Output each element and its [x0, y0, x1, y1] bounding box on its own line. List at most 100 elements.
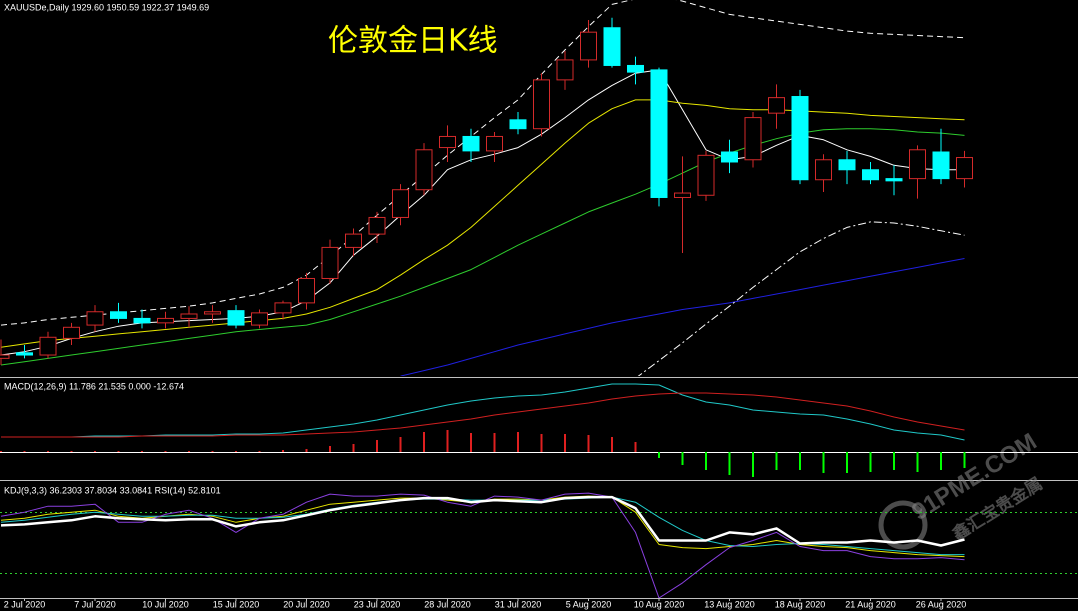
candle-body [603, 27, 621, 66]
histogram-bar [611, 437, 613, 452]
histogram-bar [775, 452, 778, 470]
price-panel [0, 0, 973, 376]
histogram-bar [141, 451, 143, 452]
candle-body [16, 352, 33, 356]
candle-body [768, 97, 785, 114]
series-line [1, 392, 965, 438]
candle-body [298, 277, 315, 304]
x-tick-label: 15 Jul 2020 [213, 599, 260, 609]
candle-body [674, 192, 691, 198]
candle-body [415, 149, 433, 191]
x-tick-label: 5 Aug 2020 [566, 599, 612, 609]
histogram-bar [493, 433, 496, 452]
candle-body [251, 312, 268, 326]
candle-body [63, 326, 80, 339]
candle-body [744, 117, 762, 161]
histogram-bar [423, 432, 425, 452]
candle-body [956, 157, 973, 180]
histogram-bar [0, 451, 2, 452]
histogram-bar [869, 452, 872, 472]
histogram-bar [70, 451, 73, 452]
candle-body [86, 311, 104, 326]
histogram-bar [47, 451, 49, 452]
x-tick-label: 28 Jul 2020 [424, 599, 471, 609]
histogram-bar [681, 452, 684, 465]
candle-body [157, 317, 174, 324]
histogram-bar [846, 452, 848, 473]
histogram-bar [728, 452, 731, 475]
x-tick-label: 21 Aug 2020 [845, 599, 896, 609]
histogram-bar [634, 442, 637, 452]
candle-body [439, 135, 456, 149]
histogram-bar [517, 432, 519, 452]
candle-body [0, 354, 10, 359]
candle-body [227, 310, 245, 326]
x-tick-label: 7 Jul 2020 [74, 599, 116, 609]
candle-body [721, 151, 738, 163]
histogram-bar [540, 434, 543, 452]
candle-body [180, 313, 198, 319]
histogram-bar [893, 452, 895, 470]
histogram-bar [211, 451, 214, 452]
x-tick-label: 18 Aug 2020 [775, 599, 826, 609]
candle-body [345, 233, 362, 248]
x-tick-label: 31 Jul 2020 [495, 599, 542, 609]
candle-body [110, 311, 127, 319]
x-tick-label: 10 Aug 2020 [634, 599, 685, 609]
candle-body [462, 135, 480, 152]
candle-body [321, 246, 339, 279]
series-line [0, 495, 965, 547]
histogram-bar [822, 452, 825, 473]
candle-body [862, 169, 879, 181]
x-tick-label: 26 Aug 2020 [916, 599, 967, 609]
kdj-label: KDJ(9,3,3) 36.2303 37.8034 33.0841 RSI(1… [4, 485, 221, 495]
histogram-bar [164, 451, 167, 452]
macd-panel [0, 383, 1078, 477]
candle-body [791, 96, 809, 181]
chart-title: 伦敦金日K线 [328, 24, 498, 59]
candle-body [580, 31, 597, 61]
histogram-bar [963, 452, 966, 468]
candle-body [509, 119, 527, 130]
x-tick-label: 23 Jul 2020 [354, 599, 401, 609]
histogram-bar [916, 452, 919, 472]
histogram-bar [446, 430, 449, 452]
histogram-bar [117, 451, 120, 452]
histogram-bar [376, 440, 378, 452]
histogram-bar [188, 451, 190, 452]
histogram-bar [705, 452, 707, 470]
histogram-bar [305, 449, 308, 452]
candle-body [838, 159, 856, 171]
macd-label: MACD(12,26,9) 11.786 21.535 0.000 -12.67… [4, 381, 184, 391]
histogram-bar [23, 451, 26, 452]
series-line [0, 0, 965, 326]
histogram-bar [799, 452, 801, 470]
series-line [1, 383, 965, 441]
candle-body [204, 311, 221, 315]
x-tick-label: 2 Jul 2020 [4, 599, 46, 609]
candle-body [556, 59, 574, 81]
candle-body [133, 317, 151, 324]
chart-header: XAUUSDe,Daily 1929.60 1950.59 1922.37 19… [4, 2, 209, 12]
candle-body [533, 79, 550, 130]
histogram-bar [352, 444, 355, 452]
histogram-bar [470, 433, 472, 452]
x-tick-label: 20 Jul 2020 [283, 599, 330, 609]
series-line [400, 258, 965, 376]
histogram-bar [587, 435, 590, 452]
series-line [637, 221, 965, 376]
histogram-bar [329, 446, 331, 452]
histogram-bar [940, 452, 942, 470]
candle-body [650, 69, 668, 198]
histogram-bar [235, 451, 237, 452]
candle-body [627, 64, 644, 73]
x-tick-label: 10 Jul 2020 [142, 599, 189, 609]
candle-body [368, 216, 386, 235]
candle-body [885, 178, 903, 182]
watermark-logo [878, 500, 928, 550]
candle-body [697, 154, 715, 196]
candle-body [909, 149, 926, 180]
candle-body [39, 336, 57, 356]
candle-body [932, 151, 950, 180]
